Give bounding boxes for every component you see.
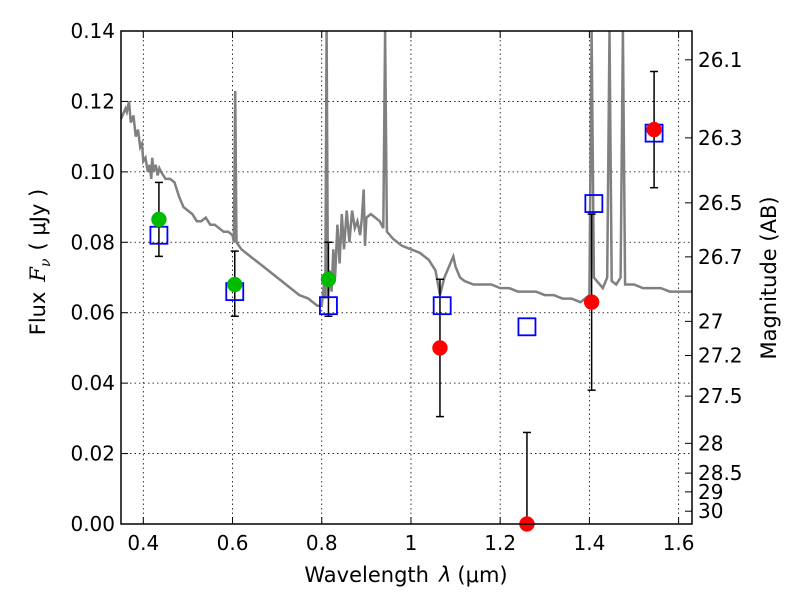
grid [121,30,692,525]
data-point-square [584,194,604,213]
y2-tick-label: 28.5 [698,461,743,485]
x-tick-label: 1 [405,531,418,555]
data-point-circle [432,340,448,356]
y2-tick-label: 28 [698,431,723,455]
y-tick-label: 0.04 [70,371,115,395]
data-markers [149,121,664,532]
y2-tick-label: 30 [698,499,723,523]
y2-tick-label: 26.5 [698,191,743,215]
y2-tick-label: 27.5 [698,384,743,408]
model-sed-line [119,30,692,307]
y-tick-label: 0.14 [70,19,115,43]
y2-tick-label: 27.2 [698,343,743,367]
y2-tick-label: 29 [698,480,723,504]
data-point-circle [227,276,243,293]
y2-tick-label: 26.3 [698,126,743,150]
y-tick-label: 0.02 [70,442,115,466]
data-point-square [432,296,452,316]
y-tick-label: 0.08 [70,230,115,254]
y2-tick-label: 27 [698,309,723,333]
x-tick-label: 0.4 [127,531,159,555]
y2-tick-label: 26.1 [698,48,743,72]
y2-tick-label: 26.7 [698,245,743,269]
x-tick-label: 0.6 [217,531,249,555]
model-sed-layer [119,30,692,307]
x-tick-label: 1.6 [663,531,695,555]
x-tick-label: 1.2 [484,531,516,555]
error-bars [154,70,659,524]
data-point-square [319,296,338,316]
axis-ticks: 0.4 0.6 0.8 1 1.2 1.4 1.6 0.00 0.02 0.04 0.06 0.08 0… [70,19,742,555]
x-tick-label: 0.8 [306,531,338,555]
y-tick-label: 0.00 [70,512,115,536]
data-point-circle [646,121,662,138]
data-point-circle [151,211,167,228]
data-point-square [517,317,537,337]
y2-axis-title: Magnitude (AB) [757,196,781,359]
y-axis-title: FluxFν( μJy ) [26,189,54,335]
y-tick-label: 0.12 [70,89,115,113]
plot-frame [120,30,693,525]
x-tick-label: 1.4 [573,531,605,555]
data-point-circle [583,294,600,310]
data-point-circle [320,271,337,288]
y-tick-label: 0.06 [70,301,115,325]
x-axis-title: Wavelength λ (μm) [304,563,507,587]
y-tick-label: 0.10 [70,160,115,184]
